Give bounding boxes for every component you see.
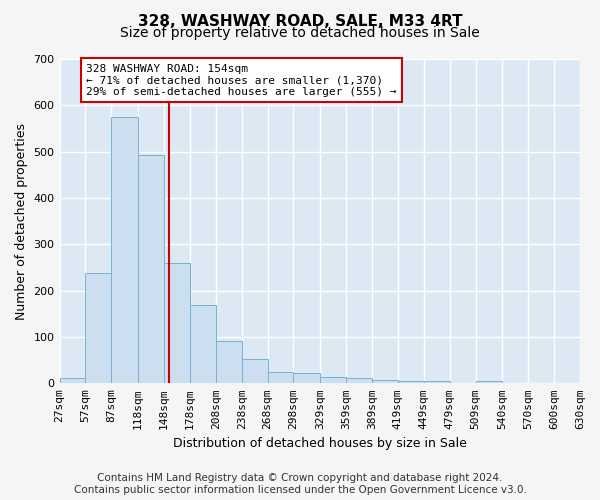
Bar xyxy=(398,381,424,384)
Bar xyxy=(138,156,164,384)
Text: Contains HM Land Registry data © Crown copyright and database right 2024.
Contai: Contains HM Land Registry data © Crown c… xyxy=(74,474,526,495)
Y-axis label: Number of detached properties: Number of detached properties xyxy=(15,122,28,320)
Bar xyxy=(59,378,85,384)
Bar xyxy=(372,380,398,384)
Bar xyxy=(346,378,372,384)
Bar xyxy=(268,372,293,384)
Bar xyxy=(424,382,449,384)
Text: 328 WASHWAY ROAD: 154sqm
← 71% of detached houses are smaller (1,370)
29% of sem: 328 WASHWAY ROAD: 154sqm ← 71% of detach… xyxy=(86,64,397,97)
Bar xyxy=(242,359,268,384)
Bar xyxy=(320,378,346,384)
Bar xyxy=(164,263,190,384)
X-axis label: Distribution of detached houses by size in Sale: Distribution of detached houses by size … xyxy=(173,437,467,450)
Text: 328, WASHWAY ROAD, SALE, M33 4RT: 328, WASHWAY ROAD, SALE, M33 4RT xyxy=(137,14,463,29)
Bar xyxy=(85,273,112,384)
Bar xyxy=(476,381,502,384)
Bar xyxy=(216,341,242,384)
Text: Size of property relative to detached houses in Sale: Size of property relative to detached ho… xyxy=(120,26,480,40)
Bar xyxy=(190,306,216,384)
Bar xyxy=(112,117,138,384)
Bar xyxy=(293,373,320,384)
